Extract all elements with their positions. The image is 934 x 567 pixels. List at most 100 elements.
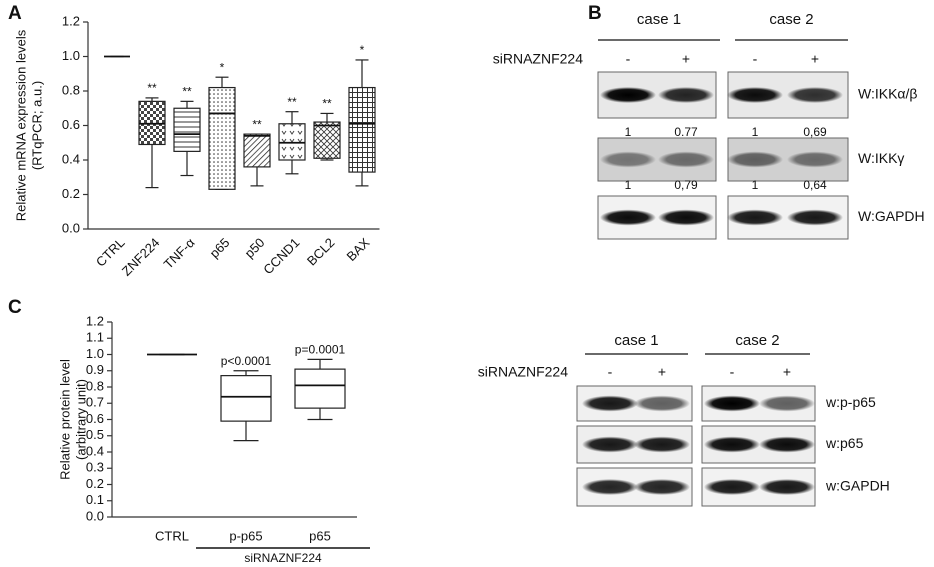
blot-band [658, 209, 714, 226]
blot-band [704, 395, 760, 412]
annotation: p=0.0001 [295, 343, 346, 357]
annotation: ** [147, 81, 157, 95]
quantification: 0,64 [803, 178, 827, 192]
annotation: ** [182, 85, 192, 99]
blot-label: w:p65 [825, 435, 864, 451]
box [348, 86, 376, 173]
lane-label: - [626, 51, 631, 67]
y-tick-label: 1.2 [86, 313, 104, 328]
blot-band [634, 436, 690, 453]
blot-band [600, 209, 656, 226]
y-tick-label: 0.0 [86, 508, 104, 523]
box [313, 121, 341, 159]
y-axis-label: (RTqPCR; a.u.) [29, 81, 44, 170]
quantification: 1 [752, 125, 759, 139]
case-label: case 2 [769, 11, 813, 28]
quantification: 1 [752, 178, 759, 192]
y-tick-label: 0.8 [62, 82, 80, 97]
y-tick-label: 0.6 [62, 117, 80, 132]
blot-band [727, 151, 783, 168]
quantification: 0,69 [803, 125, 827, 139]
case-label: case 2 [735, 332, 779, 349]
box [294, 368, 346, 409]
x-tick-label: BAX [344, 235, 373, 264]
y-tick-label: 0.2 [62, 186, 80, 201]
blot-band [600, 151, 656, 168]
box [220, 375, 272, 422]
y-tick-label: 0.6 [86, 411, 104, 426]
blot-band [634, 395, 690, 412]
blot-label: w:GAPDH [825, 478, 890, 494]
y-axis-label: Relative mRNA expression levels [13, 29, 28, 221]
quantification: 1 [625, 125, 632, 139]
annotation: * [220, 60, 225, 74]
annotation: ** [287, 95, 297, 109]
blot-band [759, 436, 815, 453]
blot-band [582, 436, 638, 453]
lane-label: - [753, 51, 758, 67]
panel-letter: B [588, 3, 602, 24]
blot-label: w:p-p65 [825, 394, 876, 410]
blot-band [600, 87, 656, 103]
y-tick-label: 0.3 [86, 460, 104, 475]
y-tick-label: 0.0 [62, 220, 80, 235]
blot-band [787, 209, 843, 226]
blot-band [759, 395, 815, 412]
lane-label: - [730, 364, 735, 380]
y-axis-label: Relative protein level [57, 359, 72, 480]
blot-label: W:IKKγ [858, 150, 904, 166]
x-tick-label: CTRL [155, 528, 189, 543]
panel-letter: A [8, 3, 22, 24]
box [208, 86, 236, 190]
annotation: ** [322, 97, 332, 111]
panel-letter: C [8, 297, 22, 318]
quantification: 0,79 [674, 178, 698, 192]
y-tick-label: 1.0 [62, 48, 80, 63]
y-axis-label: (arbitrary unit) [73, 379, 88, 460]
blot-band [704, 479, 760, 495]
annotation: ** [252, 117, 262, 131]
y-tick-label: 0.4 [62, 151, 80, 166]
case-label: case 1 [637, 11, 681, 28]
x-tick-label: p65 [309, 528, 331, 543]
blot-band [727, 209, 783, 226]
y-tick-label: 1.2 [62, 13, 80, 28]
y-tick-label: 0.1 [86, 492, 104, 507]
blot-label: W:IKKα/β [858, 86, 917, 102]
x-tick-label: TNF-α [161, 235, 198, 272]
blot-band [634, 479, 690, 495]
y-tick-label: 0.4 [86, 443, 104, 458]
blot-band [582, 479, 638, 495]
lane-label: + [811, 51, 819, 67]
blot-band [582, 395, 638, 412]
y-tick-label: 0.9 [86, 362, 104, 377]
lane-label: + [682, 51, 690, 67]
y-tick-label: 0.5 [86, 427, 104, 442]
y-tick-label: 0.7 [86, 395, 104, 410]
blot-band [658, 151, 714, 168]
annotation: * [360, 43, 365, 57]
blot-band [787, 87, 843, 103]
y-tick-label: 0.8 [86, 378, 104, 393]
x-tick-label: CCND1 [260, 235, 302, 277]
y-tick-label: 1.0 [86, 346, 104, 361]
x-tick-label: p65 [207, 235, 233, 261]
blot-band [704, 436, 760, 453]
treatment-label: siRNAZNF224 [478, 364, 568, 380]
group-label: siRNAZNF224 [244, 551, 322, 565]
x-tick-label: p-p65 [229, 528, 262, 543]
lane-label: + [783, 364, 791, 380]
y-tick-label: 1.1 [86, 330, 104, 345]
treatment-label: siRNAZNF224 [493, 51, 583, 67]
quantification: 0.77 [674, 125, 698, 139]
blot-band [787, 151, 843, 168]
blot-band [759, 479, 815, 495]
blot-band [658, 87, 714, 103]
lane-label: - [608, 364, 613, 380]
x-tick-label: ZNF224 [119, 235, 163, 279]
x-tick-label: p50 [242, 235, 268, 261]
x-tick-label: BCL2 [304, 235, 338, 269]
blot-label: W:GAPDH [858, 208, 925, 224]
y-tick-label: 0.2 [86, 476, 104, 491]
